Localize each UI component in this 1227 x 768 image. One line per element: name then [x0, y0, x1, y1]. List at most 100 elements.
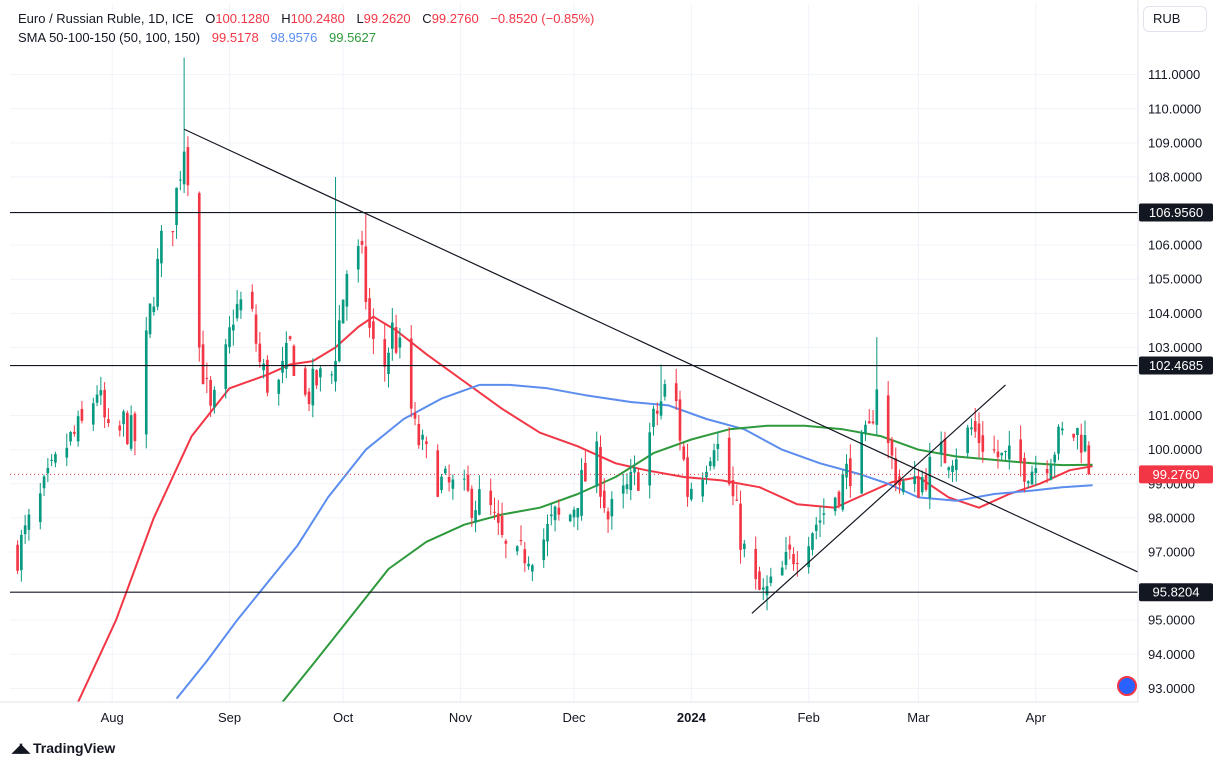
candle-body [474, 510, 477, 523]
candle-body [186, 147, 190, 186]
candle-body [875, 389, 879, 425]
candle-body [440, 476, 443, 491]
candle-body [103, 389, 106, 418]
candle-body [1004, 451, 1007, 453]
y-tick-label: 93.0000 [1148, 681, 1195, 696]
level-price-tag [1139, 356, 1213, 375]
candle-body [954, 459, 958, 471]
candle-body [924, 474, 928, 490]
candle-body [970, 427, 973, 430]
candle-body [144, 330, 148, 435]
sma-line-sma150 [281, 424, 1093, 702]
candle-body [16, 544, 19, 571]
candle-body [470, 488, 474, 518]
y-tick-label: 106.0000 [1148, 238, 1202, 253]
candle-body [201, 344, 205, 385]
candle-body [42, 476, 46, 489]
candle-body [496, 513, 500, 523]
candle-body [65, 447, 69, 458]
candle-body [784, 552, 788, 565]
candle-body [758, 571, 761, 590]
candle-body [973, 421, 977, 432]
level-price-label: 106.9560 [1149, 205, 1203, 220]
candle-body [1019, 439, 1022, 463]
candle-body [1079, 434, 1083, 453]
candle-body [409, 338, 413, 409]
candle-body [796, 563, 799, 565]
candle-body [754, 548, 758, 580]
candle-body [91, 403, 95, 425]
candle-body [20, 534, 23, 571]
trend-line [183, 128, 1138, 573]
indicator-legend[interactable]: SMA 50-100-150 (50, 100, 150) 99.5178 98… [18, 30, 384, 45]
brand-watermark[interactable]: ◢◣ TradingView [12, 740, 115, 756]
candle-body [228, 327, 231, 348]
candle-body [716, 443, 720, 449]
candle-body [80, 408, 84, 421]
currency-unit-button[interactable]: RUB [1143, 6, 1207, 32]
candle-body [584, 462, 587, 482]
candle-body [712, 450, 716, 467]
tradingview-logo-icon: ◢◣ [12, 740, 30, 755]
candle-body [387, 352, 390, 374]
level-price-label: 102.4685 [1149, 358, 1203, 373]
y-tick-label: 101.0000 [1148, 408, 1202, 423]
candle-body [451, 479, 455, 489]
candle-body [606, 511, 610, 520]
candle-body [500, 515, 504, 535]
last-price-label: 99.2760 [1153, 467, 1200, 482]
x-tick-label: 2024 [677, 710, 707, 725]
candle-body [156, 258, 159, 307]
candle-body [38, 493, 42, 523]
candle-body [765, 586, 769, 596]
candle-body [546, 524, 549, 542]
ohlc-low-value: 99.2620 [363, 11, 411, 26]
candle-body [311, 368, 315, 406]
candle-body [288, 336, 292, 340]
symbol-legend: Euro / Russian Ruble, 1D, ICE O100.1280 … [18, 11, 602, 26]
candle-body [701, 479, 705, 497]
candle-body [648, 432, 652, 486]
symbol-title: Euro / Russian Ruble, 1D, ICE [18, 11, 194, 26]
trend-lines [183, 128, 1138, 614]
candle-body [871, 421, 875, 424]
candle-body [466, 474, 470, 491]
ohlc-change: −0.8520 (−0.85%) [490, 11, 595, 26]
candle-body [1026, 481, 1030, 484]
candle-body [319, 368, 322, 378]
chart-axes: 111.0000 110.0000 109.0000 108.0000 106.0000… [0, 0, 1213, 725]
y-tick-label: 100.0000 [1148, 442, 1202, 457]
candle-body [629, 471, 633, 491]
candle-body [637, 472, 640, 491]
candle-body [232, 324, 235, 331]
candle-body [814, 524, 818, 531]
candle-body [99, 390, 103, 396]
candle-body [769, 576, 773, 584]
candle-body [277, 379, 281, 394]
candle-body [966, 427, 969, 454]
candle-body [383, 339, 387, 367]
candle-body [807, 546, 811, 568]
candle-body [478, 489, 481, 515]
candle-body [1030, 471, 1034, 485]
candle-body [95, 394, 99, 403]
candle-body [527, 563, 530, 567]
candle-body [996, 451, 1000, 458]
candle-body [372, 321, 375, 339]
candle-body [1076, 428, 1079, 435]
candle-body [364, 246, 368, 302]
candle-body [788, 544, 792, 550]
level-price-tag [1139, 583, 1213, 602]
ohlc-open-label: O [205, 11, 216, 26]
globe-icon[interactable] [1117, 676, 1137, 696]
candle-body [727, 437, 731, 485]
candle-body [337, 320, 341, 362]
candle-body [23, 525, 27, 535]
candle-body [330, 374, 334, 376]
level-price-label: 95.8204 [1153, 585, 1200, 600]
x-tick-label: Feb [797, 710, 819, 725]
candle-body [860, 432, 864, 494]
candle-body [652, 408, 655, 427]
candle-body [489, 490, 493, 506]
